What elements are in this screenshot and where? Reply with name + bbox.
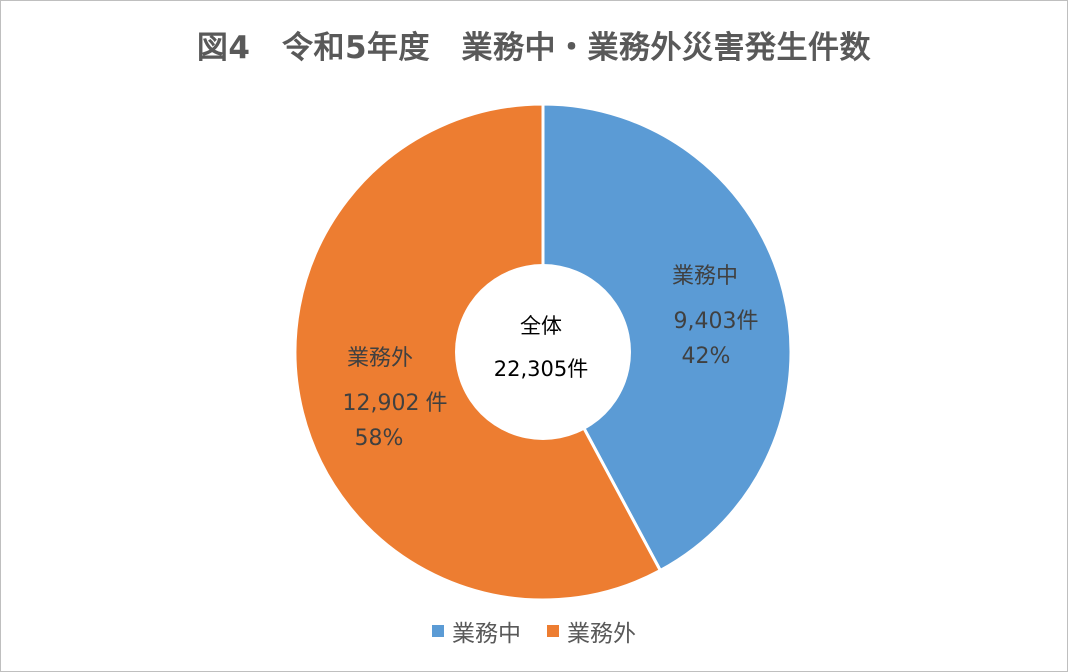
slice-label-name-gyomugai: 業務外: [347, 346, 413, 371]
legend-label-gyomugai: 業務外: [567, 621, 636, 647]
slice-count-value-gyomuchu: 9,403: [674, 309, 737, 334]
slice-label-percent-gyomuchu: 42%: [682, 344, 731, 369]
slice-label-name-gyomuchu: 業務中: [672, 264, 738, 289]
center-label-title: 全体: [520, 314, 562, 338]
legend-label-gyomuchu: 業務中: [452, 621, 521, 647]
legend-swatch-gyomugai: [547, 625, 559, 637]
slice-label-count-gyomugai: 12,902 件: [343, 391, 448, 416]
center-label-total: 22,305件: [494, 357, 588, 381]
legend-item-gyomuchu: 業務中: [432, 614, 521, 648]
slice-count-unit-gyomuchu: 件: [736, 309, 758, 334]
legend-item-gyomugai: 業務外: [547, 614, 636, 648]
chart-legend: 業務中 業務外: [0, 614, 1068, 648]
slice-gyomuchu: [541, 102, 793, 572]
chart-title: 図4 令和5年度 業務中・業務外災害発生件数: [196, 30, 872, 66]
donut-hole: [455, 264, 631, 440]
legend-swatch-gyomuchu: [432, 625, 444, 637]
slice-label-count-gyomuchu: 9,403件: [674, 309, 759, 334]
slice-label-percent-gyomugai: 58%: [355, 426, 404, 451]
slice-count-unit-gyomugai: 件: [425, 391, 447, 416]
slice-count-value-gyomugai: 12,902: [343, 391, 420, 416]
